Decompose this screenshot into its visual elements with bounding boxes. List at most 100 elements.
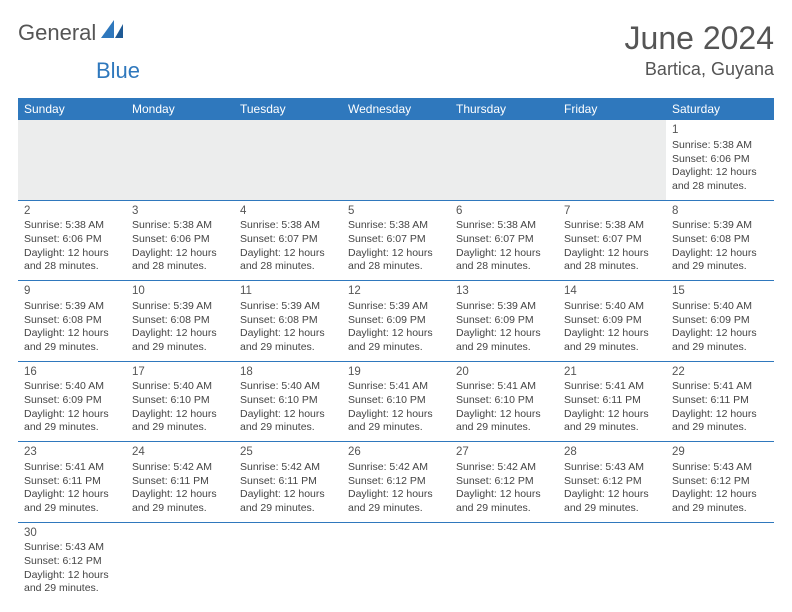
sunrise-line: Sunrise: 5:39 AM bbox=[456, 300, 552, 314]
sunset-line: Sunset: 6:08 PM bbox=[24, 314, 120, 328]
daylight-line: Daylight: 12 hours and 29 minutes. bbox=[348, 408, 444, 435]
daylight-line: Daylight: 12 hours and 29 minutes. bbox=[24, 569, 120, 596]
sunset-line: Sunset: 6:12 PM bbox=[672, 475, 768, 489]
calendar-row: 9Sunrise: 5:39 AMSunset: 6:08 PMDaylight… bbox=[18, 281, 774, 362]
calendar-cell: 1Sunrise: 5:38 AMSunset: 6:06 PMDaylight… bbox=[666, 120, 774, 200]
daylight-line: Daylight: 12 hours and 29 minutes. bbox=[672, 408, 768, 435]
calendar-cell bbox=[234, 120, 342, 200]
sunrise-line: Sunrise: 5:38 AM bbox=[240, 219, 336, 233]
calendar-cell: 22Sunrise: 5:41 AMSunset: 6:11 PMDayligh… bbox=[666, 361, 774, 442]
sunrise-line: Sunrise: 5:38 AM bbox=[564, 219, 660, 233]
sunset-line: Sunset: 6:06 PM bbox=[132, 233, 228, 247]
daylight-line: Daylight: 12 hours and 29 minutes. bbox=[348, 488, 444, 515]
calendar-cell: 8Sunrise: 5:39 AMSunset: 6:08 PMDaylight… bbox=[666, 200, 774, 281]
sunset-line: Sunset: 6:11 PM bbox=[24, 475, 120, 489]
daylight-line: Daylight: 12 hours and 28 minutes. bbox=[240, 247, 336, 274]
calendar-cell: 9Sunrise: 5:39 AMSunset: 6:08 PMDaylight… bbox=[18, 281, 126, 362]
daylight-line: Daylight: 12 hours and 29 minutes. bbox=[672, 327, 768, 354]
sunrise-line: Sunrise: 5:41 AM bbox=[564, 380, 660, 394]
day-number: 4 bbox=[240, 204, 336, 219]
daylight-line: Daylight: 12 hours and 29 minutes. bbox=[456, 327, 552, 354]
calendar-row: 23Sunrise: 5:41 AMSunset: 6:11 PMDayligh… bbox=[18, 442, 774, 523]
brand-text-2: Blue bbox=[96, 58, 140, 84]
calendar-cell: 6Sunrise: 5:38 AMSunset: 6:07 PMDaylight… bbox=[450, 200, 558, 281]
brand-logo: General bbox=[18, 20, 129, 46]
sunrise-line: Sunrise: 5:39 AM bbox=[672, 219, 768, 233]
calendar-cell bbox=[558, 120, 666, 200]
calendar-cell bbox=[342, 522, 450, 602]
calendar-cell: 27Sunrise: 5:42 AMSunset: 6:12 PMDayligh… bbox=[450, 442, 558, 523]
daylight-line: Daylight: 12 hours and 29 minutes. bbox=[564, 488, 660, 515]
daylight-line: Daylight: 12 hours and 29 minutes. bbox=[456, 408, 552, 435]
sunrise-line: Sunrise: 5:42 AM bbox=[456, 461, 552, 475]
day-number: 20 bbox=[456, 365, 552, 380]
day-number: 13 bbox=[456, 284, 552, 299]
calendar-row: 2Sunrise: 5:38 AMSunset: 6:06 PMDaylight… bbox=[18, 200, 774, 281]
day-number: 16 bbox=[24, 365, 120, 380]
sunset-line: Sunset: 6:12 PM bbox=[348, 475, 444, 489]
calendar-cell: 16Sunrise: 5:40 AMSunset: 6:09 PMDayligh… bbox=[18, 361, 126, 442]
daylight-line: Daylight: 12 hours and 29 minutes. bbox=[348, 327, 444, 354]
sunset-line: Sunset: 6:07 PM bbox=[564, 233, 660, 247]
sunset-line: Sunset: 6:07 PM bbox=[456, 233, 552, 247]
daylight-line: Daylight: 12 hours and 29 minutes. bbox=[564, 408, 660, 435]
day-number: 7 bbox=[564, 204, 660, 219]
calendar-cell: 12Sunrise: 5:39 AMSunset: 6:09 PMDayligh… bbox=[342, 281, 450, 362]
daylight-line: Daylight: 12 hours and 29 minutes. bbox=[132, 488, 228, 515]
calendar-table: SundayMondayTuesdayWednesdayThursdayFrid… bbox=[18, 98, 774, 602]
weekday-header: Monday bbox=[126, 98, 234, 120]
day-number: 27 bbox=[456, 445, 552, 460]
day-number: 29 bbox=[672, 445, 768, 460]
day-number: 19 bbox=[348, 365, 444, 380]
weekday-header: Wednesday bbox=[342, 98, 450, 120]
day-number: 9 bbox=[24, 284, 120, 299]
daylight-line: Daylight: 12 hours and 28 minutes. bbox=[24, 247, 120, 274]
calendar-cell bbox=[126, 522, 234, 602]
calendar-cell bbox=[126, 120, 234, 200]
daylight-line: Daylight: 12 hours and 29 minutes. bbox=[672, 247, 768, 274]
day-number: 2 bbox=[24, 204, 120, 219]
sunrise-line: Sunrise: 5:38 AM bbox=[132, 219, 228, 233]
day-number: 21 bbox=[564, 365, 660, 380]
calendar-cell: 24Sunrise: 5:42 AMSunset: 6:11 PMDayligh… bbox=[126, 442, 234, 523]
calendar-cell bbox=[234, 522, 342, 602]
calendar-cell: 28Sunrise: 5:43 AMSunset: 6:12 PMDayligh… bbox=[558, 442, 666, 523]
day-number: 10 bbox=[132, 284, 228, 299]
calendar-cell: 14Sunrise: 5:40 AMSunset: 6:09 PMDayligh… bbox=[558, 281, 666, 362]
calendar-cell: 17Sunrise: 5:40 AMSunset: 6:10 PMDayligh… bbox=[126, 361, 234, 442]
sunrise-line: Sunrise: 5:40 AM bbox=[24, 380, 120, 394]
calendar-cell: 26Sunrise: 5:42 AMSunset: 6:12 PMDayligh… bbox=[342, 442, 450, 523]
sunrise-line: Sunrise: 5:38 AM bbox=[24, 219, 120, 233]
sunrise-line: Sunrise: 5:42 AM bbox=[132, 461, 228, 475]
sunrise-line: Sunrise: 5:41 AM bbox=[672, 380, 768, 394]
sunrise-line: Sunrise: 5:38 AM bbox=[672, 139, 768, 153]
calendar-cell bbox=[450, 522, 558, 602]
sunset-line: Sunset: 6:10 PM bbox=[132, 394, 228, 408]
sunrise-line: Sunrise: 5:38 AM bbox=[348, 219, 444, 233]
calendar-row: 16Sunrise: 5:40 AMSunset: 6:09 PMDayligh… bbox=[18, 361, 774, 442]
daylight-line: Daylight: 12 hours and 28 minutes. bbox=[564, 247, 660, 274]
calendar-row: 30Sunrise: 5:43 AMSunset: 6:12 PMDayligh… bbox=[18, 522, 774, 602]
calendar-cell: 23Sunrise: 5:41 AMSunset: 6:11 PMDayligh… bbox=[18, 442, 126, 523]
sunset-line: Sunset: 6:07 PM bbox=[240, 233, 336, 247]
weekday-header: Sunday bbox=[18, 98, 126, 120]
calendar-cell bbox=[18, 120, 126, 200]
sunset-line: Sunset: 6:07 PM bbox=[348, 233, 444, 247]
day-number: 22 bbox=[672, 365, 768, 380]
sunrise-line: Sunrise: 5:40 AM bbox=[240, 380, 336, 394]
calendar-cell: 11Sunrise: 5:39 AMSunset: 6:08 PMDayligh… bbox=[234, 281, 342, 362]
sunrise-line: Sunrise: 5:39 AM bbox=[24, 300, 120, 314]
sunset-line: Sunset: 6:08 PM bbox=[672, 233, 768, 247]
daylight-line: Daylight: 12 hours and 29 minutes. bbox=[132, 327, 228, 354]
day-number: 30 bbox=[24, 526, 120, 541]
calendar-cell: 29Sunrise: 5:43 AMSunset: 6:12 PMDayligh… bbox=[666, 442, 774, 523]
day-number: 23 bbox=[24, 445, 120, 460]
calendar-cell: 20Sunrise: 5:41 AMSunset: 6:10 PMDayligh… bbox=[450, 361, 558, 442]
location-label: Bartica, Guyana bbox=[625, 59, 774, 80]
daylight-line: Daylight: 12 hours and 28 minutes. bbox=[456, 247, 552, 274]
day-number: 1 bbox=[672, 123, 768, 138]
weekday-header: Saturday bbox=[666, 98, 774, 120]
weekday-header: Tuesday bbox=[234, 98, 342, 120]
calendar-cell: 25Sunrise: 5:42 AMSunset: 6:11 PMDayligh… bbox=[234, 442, 342, 523]
day-number: 26 bbox=[348, 445, 444, 460]
